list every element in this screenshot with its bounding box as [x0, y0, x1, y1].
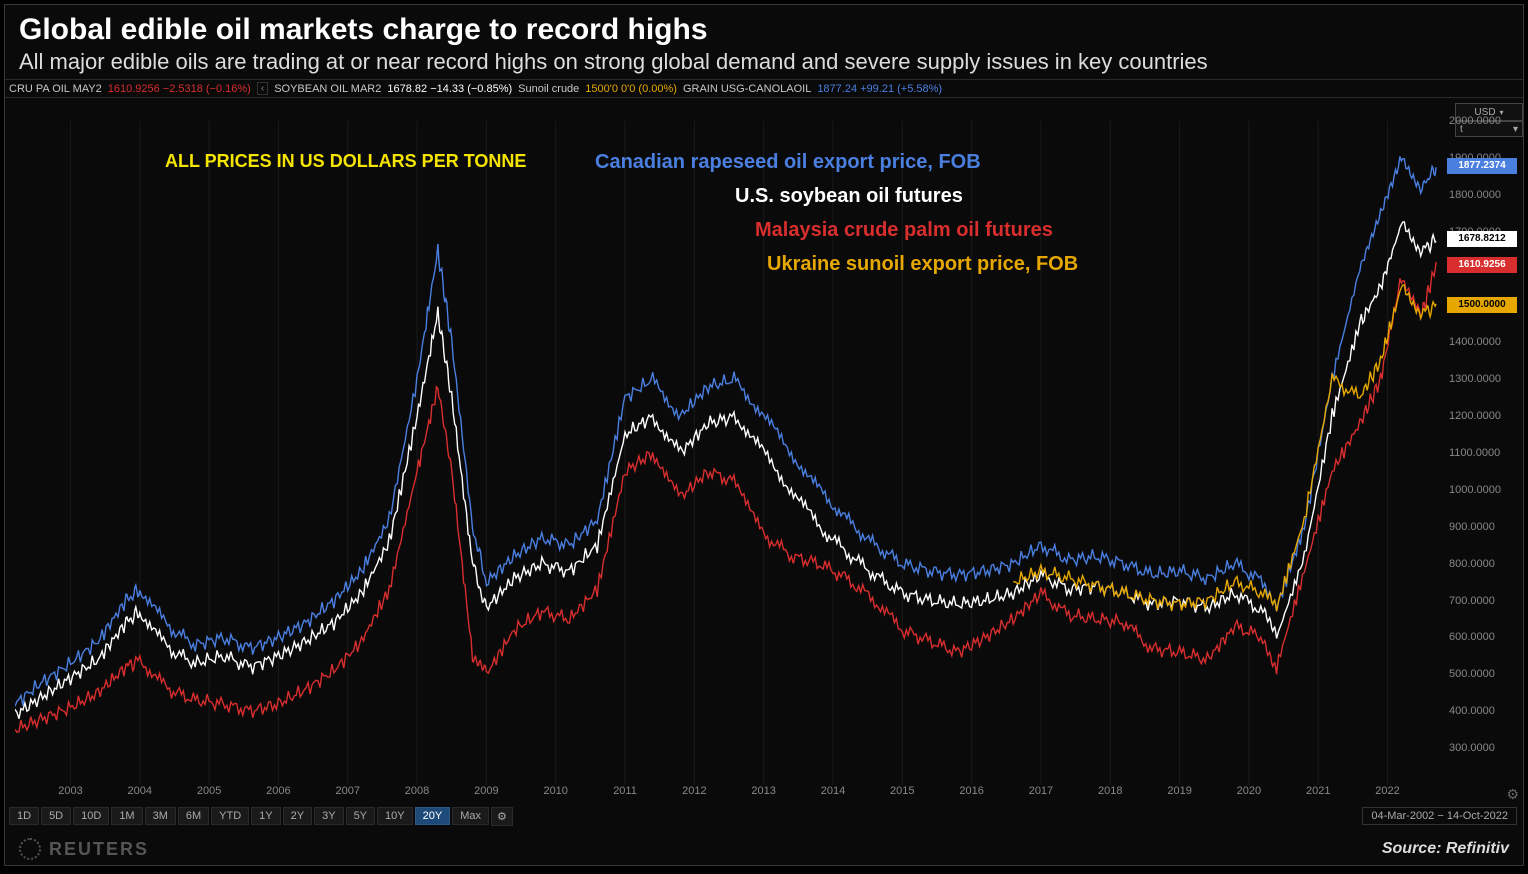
range-button-5y[interactable]: 5Y: [346, 807, 375, 825]
x-tick-label: 2005: [197, 785, 221, 797]
header: Global edible oil markets charge to reco…: [5, 5, 1523, 79]
y-tick-label: 500.0000: [1449, 668, 1513, 680]
x-tick-label: 2010: [543, 785, 567, 797]
source-attribution: Source: Refinitiv: [1382, 840, 1509, 858]
x-tick-label: 2017: [1029, 785, 1053, 797]
x-tick-label: 2003: [58, 785, 82, 797]
ticker-label: GRAIN USG-CANOLAOIL: [683, 83, 811, 95]
range-button-6m[interactable]: 6M: [178, 807, 209, 825]
x-tick-label: 2020: [1237, 785, 1261, 797]
ticker-bar: CRU PA OIL MAY2 1610.9256 −2.5318 (−0.16…: [5, 79, 1523, 98]
chart-svg: [15, 121, 1443, 785]
range-button-1y[interactable]: 1Y: [251, 807, 280, 825]
ticker-label: CRU PA OIL MAY2: [9, 83, 102, 95]
y-tick-label: 1800.0000: [1449, 189, 1513, 201]
footer: REUTERS Source: Refinitiv: [5, 833, 1523, 865]
x-tick-label: 2022: [1375, 785, 1399, 797]
x-tick-label: 2021: [1306, 785, 1330, 797]
x-tick-label: 2019: [1167, 785, 1191, 797]
chart-plot-area[interactable]: ⚙ 300.0000400.0000500.0000600.0000700.00…: [15, 121, 1443, 785]
y-tick-label: 600.0000: [1449, 631, 1513, 643]
y-tick-label: 1200.0000: [1449, 410, 1513, 422]
x-tick-label: 2012: [682, 785, 706, 797]
x-tick-label: 2009: [474, 785, 498, 797]
y-tick-label: 800.0000: [1449, 558, 1513, 570]
range-button-10d[interactable]: 10D: [73, 807, 109, 825]
range-button-3y[interactable]: 3Y: [314, 807, 343, 825]
x-tick-label: 2007: [335, 785, 359, 797]
x-tick-label: 2006: [266, 785, 290, 797]
x-tick-label: 2014: [821, 785, 845, 797]
range-button-1m[interactable]: 1M: [111, 807, 142, 825]
x-axis: 2003 2004 2005 2006 2007 2008 2009 2010 2011 2012…: [15, 785, 1443, 803]
range-button-20y[interactable]: 20Y: [415, 807, 451, 825]
page-title: Global edible oil markets charge to reco…: [19, 13, 1509, 47]
range-button-5d[interactable]: 5D: [41, 807, 71, 825]
chart-frame: Global edible oil markets charge to reco…: [4, 4, 1524, 866]
range-button-3m[interactable]: 3M: [145, 807, 176, 825]
ticker-value: 1610.9256 −2.5318 (−0.16%): [108, 83, 251, 95]
range-button-1d[interactable]: 1D: [9, 807, 39, 825]
range-button-ytd[interactable]: YTD: [211, 807, 249, 825]
range-button-max[interactable]: Max: [452, 807, 489, 825]
y-tick-label: 300.0000: [1449, 742, 1513, 754]
gear-icon[interactable]: ⚙: [1506, 786, 1519, 803]
ticker-value: 1678.82 −14.33 (−0.85%): [387, 83, 512, 95]
y-tick-label: 1000.0000: [1449, 484, 1513, 496]
x-tick-label: 2013: [751, 785, 775, 797]
source-logo: REUTERS: [19, 838, 149, 860]
y-tick-label: 2000.0000: [1449, 115, 1513, 127]
x-tick-label: 2008: [405, 785, 429, 797]
y-tick-label: 400.0000: [1449, 705, 1513, 717]
x-tick-label: 2015: [890, 785, 914, 797]
page-subtitle: All major edible oils are trading at or …: [19, 49, 1509, 75]
price-tag: 1678.8212: [1447, 231, 1517, 247]
price-tag: 1877.2374: [1447, 158, 1517, 174]
range-button-2y[interactable]: 2Y: [283, 807, 312, 825]
price-tag: 1610.9256: [1447, 257, 1517, 273]
range-button-10y[interactable]: 10Y: [377, 807, 413, 825]
reuters-label: REUTERS: [49, 839, 149, 860]
ticker-label: Sunoil crude: [518, 83, 579, 95]
ticker-prev-button[interactable]: ‹: [257, 82, 268, 95]
price-tag: 1500.0000: [1447, 297, 1517, 313]
x-tick-label: 2011: [613, 785, 637, 797]
ticker-value: 1877.24 +99.21 (+5.58%): [817, 83, 942, 95]
y-tick-label: 1300.0000: [1449, 373, 1513, 385]
ticker-value: 1500'0 0'0 (0.00%): [585, 83, 677, 95]
y-tick-label: 700.0000: [1449, 595, 1513, 607]
ticker-label: SOYBEAN OIL MAR2: [274, 83, 381, 95]
x-tick-label: 2018: [1098, 785, 1122, 797]
x-tick-label: 2004: [128, 785, 152, 797]
time-range-bar: 1D5D10D1M3M6MYTD1Y2Y3Y5Y10Y20YMax⚙: [9, 805, 1519, 827]
reuters-icon: [19, 838, 41, 860]
range-settings-icon[interactable]: ⚙: [491, 807, 513, 826]
date-range-display[interactable]: 04-Mar-2002 − 14-Oct-2022: [1362, 807, 1517, 825]
y-tick-label: 1400.0000: [1449, 336, 1513, 348]
y-tick-label: 1100.0000: [1449, 447, 1513, 459]
chevron-down-icon: ▾: [1513, 124, 1518, 135]
x-tick-label: 2016: [959, 785, 983, 797]
y-tick-label: 900.0000: [1449, 521, 1513, 533]
